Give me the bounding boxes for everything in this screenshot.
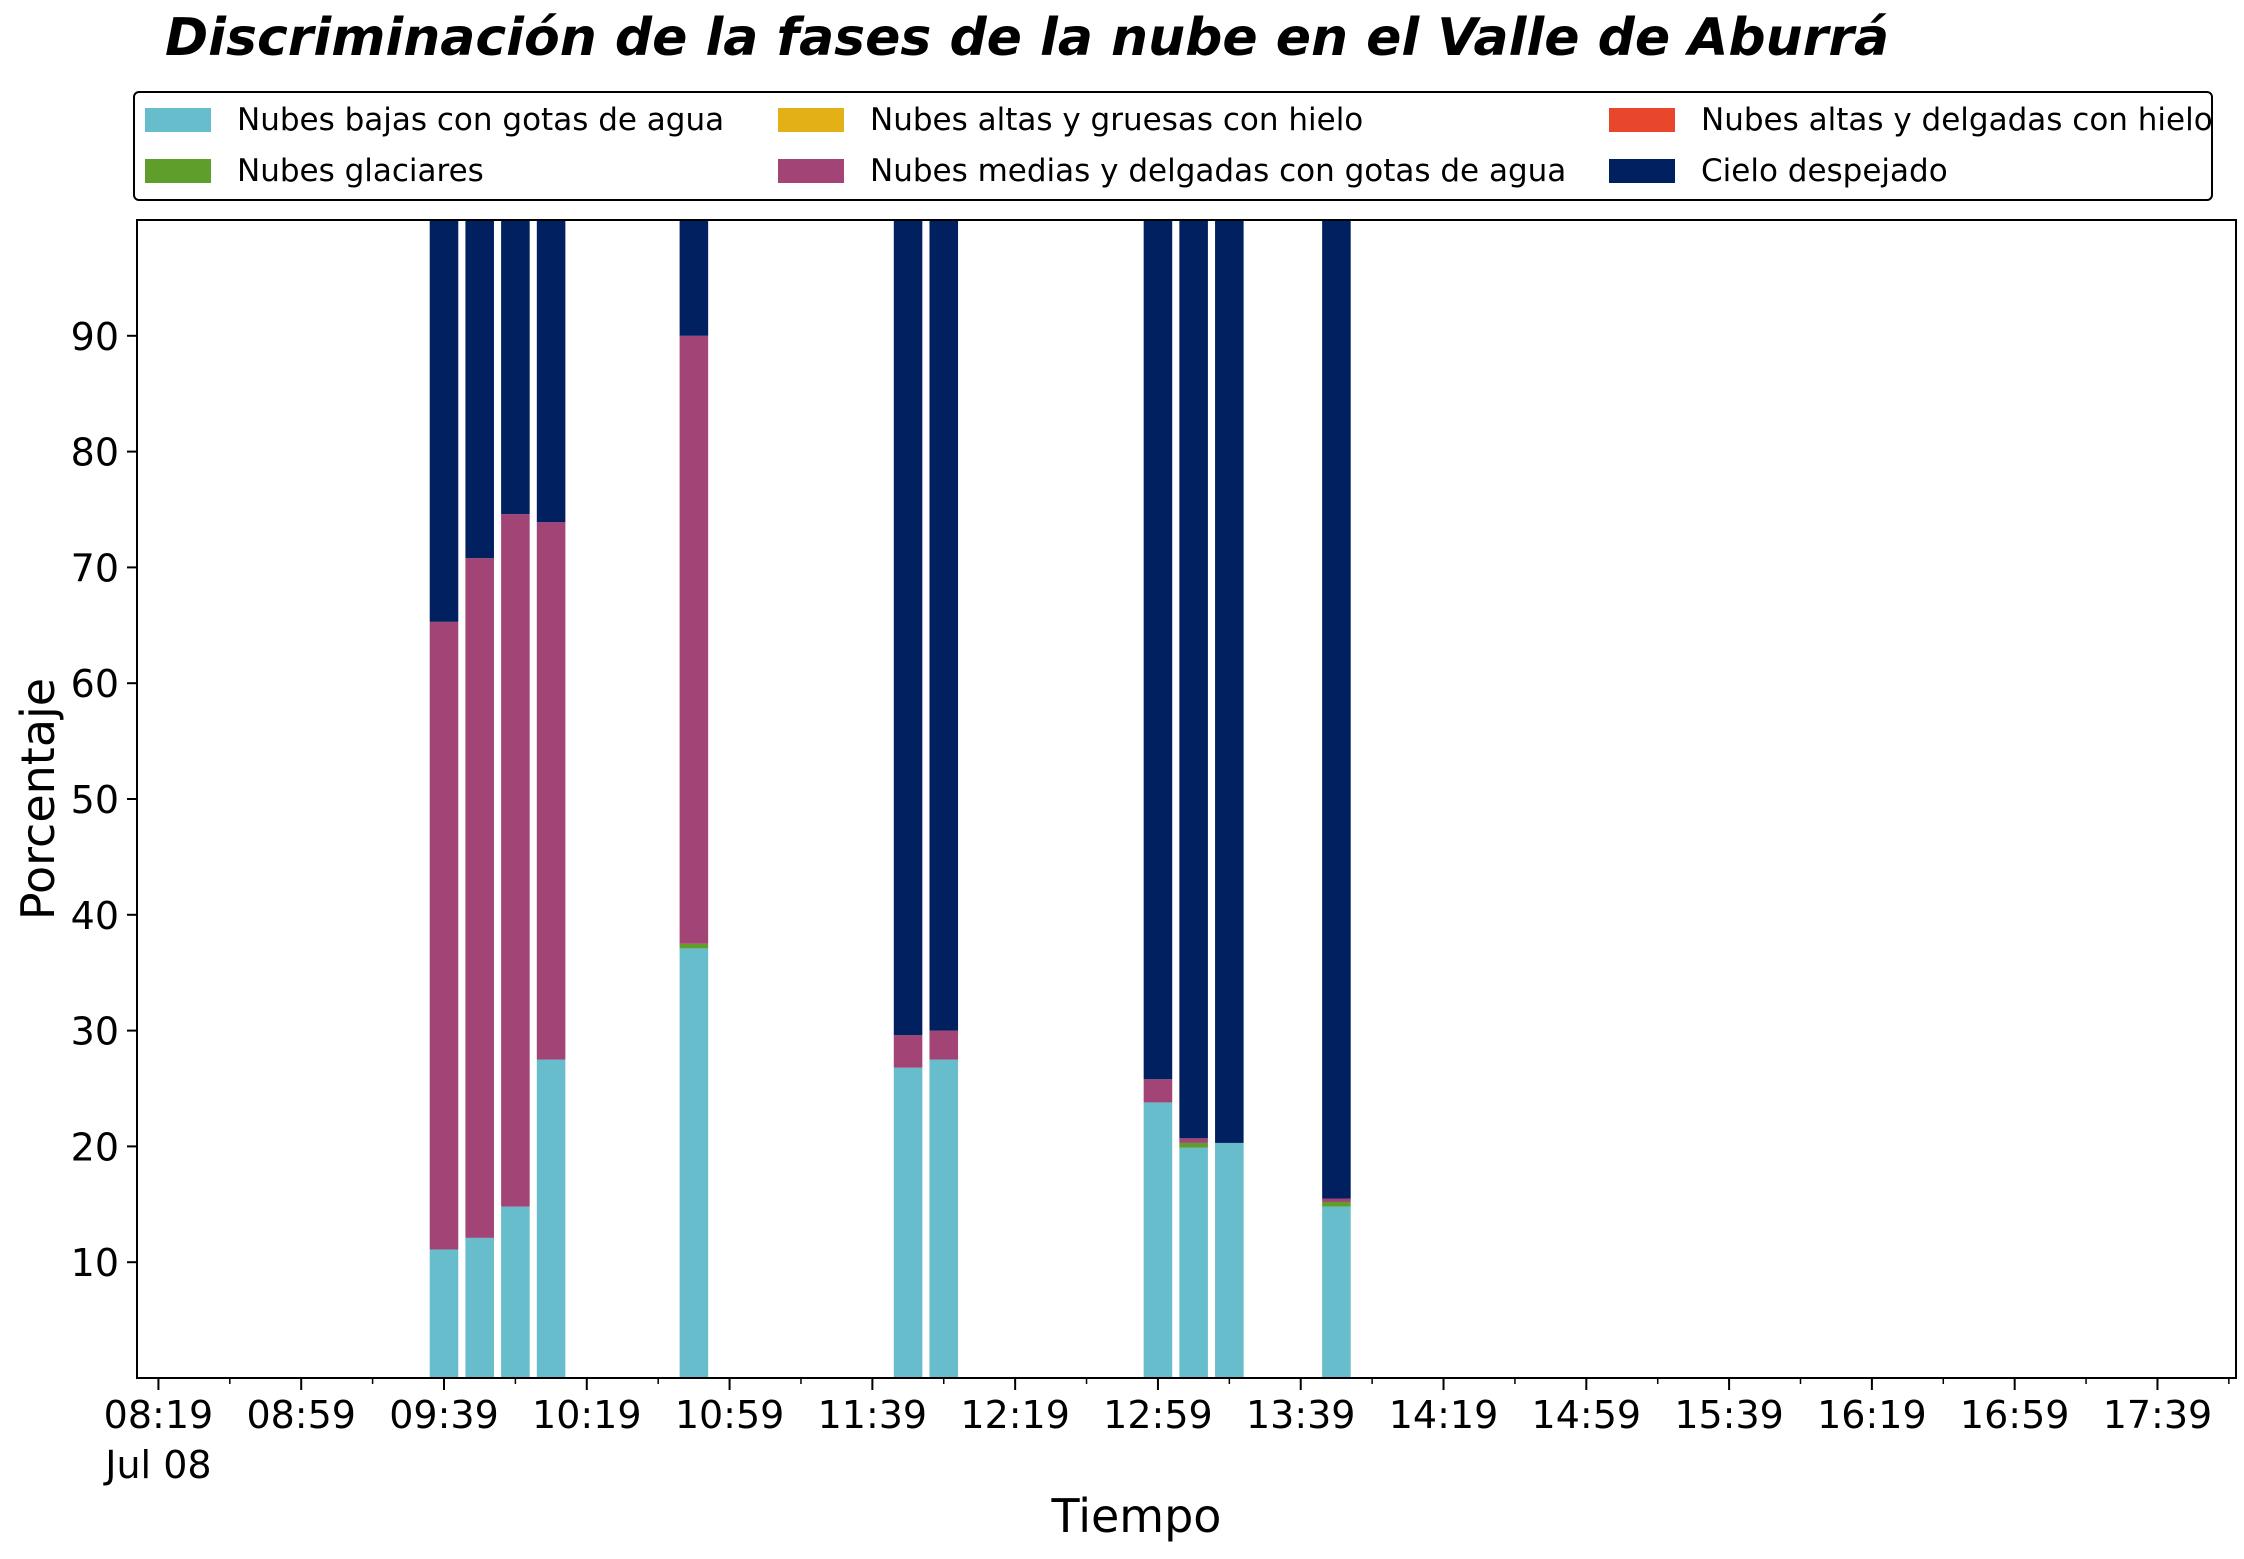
bar-segment-8-5 bbox=[1179, 220, 1208, 1139]
legend-label: Nubes medias y delgadas con gotas de agu… bbox=[870, 153, 1567, 189]
bar-segment-9-5 bbox=[1215, 220, 1244, 1143]
bar-segment-6-3 bbox=[929, 1030, 959, 1060]
x-tick-label: 12:19 bbox=[960, 1393, 1070, 1437]
x-axis-label: Tiempo bbox=[1051, 1489, 1222, 1543]
y-tick-label: 70 bbox=[71, 546, 119, 590]
legend-label: Nubes bajas con gotas de agua bbox=[237, 102, 725, 138]
legend-swatch bbox=[1609, 108, 1675, 132]
bar-segment-1-0 bbox=[465, 1237, 494, 1378]
legend-item: Cielo despejado bbox=[1609, 151, 1948, 191]
bar-segment-2-5 bbox=[501, 220, 530, 515]
x-tick-label: 17:39 bbox=[2103, 1393, 2213, 1437]
legend-label: Nubes altas y delgadas con hielo bbox=[1701, 102, 2213, 138]
bar-segment-8-3 bbox=[1179, 1138, 1208, 1143]
bar-segment-8-0 bbox=[1179, 1147, 1208, 1378]
bar-segment-0-0 bbox=[429, 1249, 459, 1378]
bar-segment-5-3 bbox=[893, 1035, 923, 1068]
x-tick-label: 10:59 bbox=[675, 1393, 785, 1437]
legend-item: Nubes altas y delgadas con hielo bbox=[1609, 100, 2213, 140]
legend-swatch bbox=[778, 159, 844, 183]
x-tick-label: 12:59 bbox=[1103, 1393, 1213, 1437]
chart-title: Discriminación de la fases de la nube en… bbox=[165, 8, 1890, 68]
bar-segment-1-3 bbox=[465, 558, 494, 1238]
bar-segment-2-3 bbox=[501, 514, 530, 1207]
bar-segment-10-5 bbox=[1322, 220, 1351, 1199]
legend-item: Nubes altas y gruesas con hielo bbox=[778, 100, 1363, 140]
bar-segment-6-0 bbox=[929, 1059, 959, 1378]
legend-swatch bbox=[145, 159, 211, 183]
x-tick-label: 11:39 bbox=[818, 1393, 928, 1437]
x-tick-label: 08:19 bbox=[104, 1393, 214, 1437]
x-tick-sublabel: Jul 08 bbox=[103, 1443, 211, 1487]
bar-segment-4-0 bbox=[679, 948, 709, 1378]
bar-segment-3-0 bbox=[536, 1059, 566, 1378]
legend-swatch bbox=[778, 108, 844, 132]
y-tick-label: 90 bbox=[71, 315, 119, 359]
y-tick-label: 80 bbox=[71, 431, 119, 475]
legend-item: Nubes bajas con gotas de agua bbox=[145, 100, 724, 140]
bar-segment-0-3 bbox=[429, 621, 459, 1250]
bar-segment-4-5 bbox=[679, 220, 709, 336]
bar-segment-10-3 bbox=[1322, 1198, 1351, 1202]
bar-segment-4-1 bbox=[679, 943, 709, 949]
bar-segment-2-0 bbox=[501, 1206, 530, 1378]
bar-segment-7-5 bbox=[1143, 220, 1173, 1080]
y-tick-label: 60 bbox=[71, 662, 119, 706]
y-tick-label: 20 bbox=[71, 1125, 119, 1169]
x-tick-label: 15:39 bbox=[1674, 1393, 1784, 1437]
legend-swatch bbox=[145, 108, 211, 132]
bar-segment-3-3 bbox=[536, 522, 566, 1060]
bar-segment-10-0 bbox=[1322, 1206, 1351, 1378]
x-tick-label: 08:59 bbox=[246, 1393, 356, 1437]
legend-item: Nubes medias y delgadas con gotas de agu… bbox=[778, 151, 1566, 191]
legend-item: Nubes glaciares bbox=[145, 151, 484, 191]
x-tick-label: 14:19 bbox=[1389, 1393, 1499, 1437]
y-tick-label: 10 bbox=[71, 1241, 119, 1285]
y-tick-label: 40 bbox=[71, 894, 119, 938]
y-axis-label: Porcentaje bbox=[11, 678, 65, 920]
bar-segment-7-0 bbox=[1143, 1102, 1173, 1378]
legend-swatch bbox=[1609, 159, 1675, 183]
legend: Nubes bajas con gotas de agua Nubes glaci… bbox=[133, 91, 2213, 201]
y-tick-label: 30 bbox=[71, 1010, 119, 1054]
bar-segment-8-1 bbox=[1179, 1142, 1208, 1148]
y-tick-label: 50 bbox=[71, 778, 119, 822]
bar-segment-7-3 bbox=[1143, 1079, 1173, 1103]
bar-segment-5-0 bbox=[893, 1067, 923, 1378]
x-tick-label: 13:39 bbox=[1246, 1393, 1356, 1437]
bar-segment-6-5 bbox=[929, 220, 959, 1031]
x-tick-label: 16:19 bbox=[1817, 1393, 1927, 1437]
legend-label: Cielo despejado bbox=[1701, 153, 1948, 189]
x-tick-label: 09:39 bbox=[389, 1393, 499, 1437]
legend-label: Nubes glaciares bbox=[237, 153, 484, 189]
bar-segment-1-5 bbox=[465, 220, 494, 559]
legend-label: Nubes altas y gruesas con hielo bbox=[870, 102, 1364, 138]
x-tick-label: 16:59 bbox=[1960, 1393, 2070, 1437]
x-tick-label: 10:19 bbox=[532, 1393, 642, 1437]
bar-segment-9-0 bbox=[1215, 1142, 1244, 1378]
bar-segment-5-5 bbox=[893, 220, 923, 1036]
bar-segment-10-1 bbox=[1322, 1201, 1351, 1207]
bar-segment-3-5 bbox=[536, 220, 566, 523]
bar-segment-4-3 bbox=[679, 335, 709, 944]
bar-segment-0-5 bbox=[429, 220, 459, 622]
x-tick-label: 14:59 bbox=[1532, 1393, 1642, 1437]
